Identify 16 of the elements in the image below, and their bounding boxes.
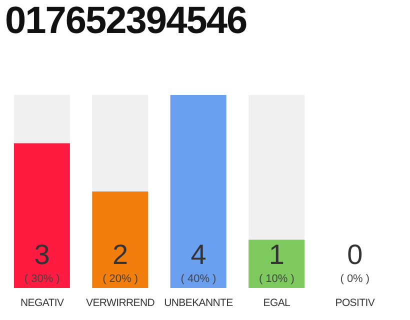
x-tick-label: VERWIRREND <box>86 297 156 309</box>
annotation: ( 30% ) <box>24 273 60 285</box>
data-label: 1 <box>268 239 284 270</box>
annotation: ( 0% ) <box>340 273 370 285</box>
x-tick-label: NEGATIV <box>20 297 64 309</box>
data-label: 0 <box>347 239 363 270</box>
x-tick-label: UNBEKANNTE <box>164 297 234 309</box>
chart-title: 017652394546 <box>5 0 247 43</box>
x-tick-label: POSITIV <box>335 297 375 309</box>
annotation: ( 20% ) <box>102 273 138 285</box>
annotation: ( 40% ) <box>180 273 216 285</box>
data-label: 4 <box>190 239 206 270</box>
annotation: ( 10% ) <box>258 273 294 285</box>
data-label: 3 <box>34 239 50 270</box>
x-tick-label: EGAL <box>263 297 291 309</box>
data-label: 2 <box>112 239 128 270</box>
